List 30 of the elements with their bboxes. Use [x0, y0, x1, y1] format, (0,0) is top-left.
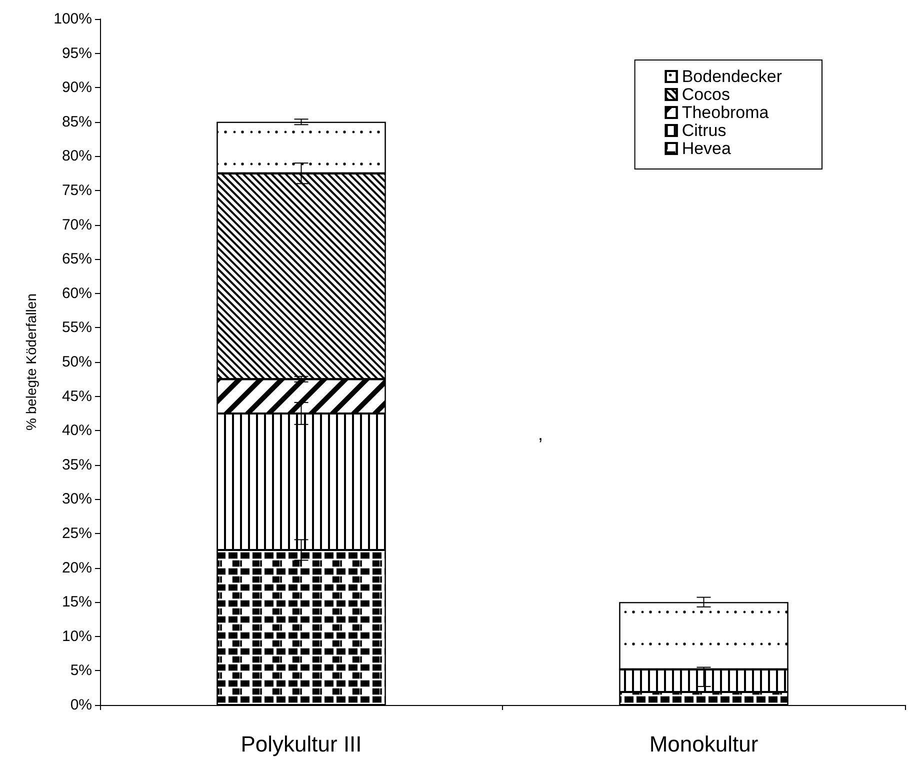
y-tick-label: 45%	[62, 388, 92, 405]
y-tick-label: 30%	[62, 490, 92, 508]
x-tick-label: Monokultur	[649, 732, 758, 756]
y-tick-label: 100%	[54, 10, 92, 28]
y-tick-label: 20%	[62, 559, 92, 576]
y-tick-label: 90%	[62, 79, 92, 96]
y-tick-label: 5%	[70, 662, 92, 680]
annotation: ,	[538, 424, 544, 444]
y-tick-label: 60%	[62, 284, 92, 302]
legend-label: Citrus	[682, 121, 726, 140]
y-tick-label: 10%	[62, 628, 92, 645]
legend-label: Cocos	[682, 85, 730, 104]
legend-label: Theobroma	[682, 103, 770, 122]
y-tick-label: 50%	[62, 354, 92, 370]
y-tick-label: 75%	[62, 182, 92, 199]
y-tick-label: 55%	[62, 319, 92, 336]
y-tick-label: 35%	[62, 456, 92, 474]
y-tick-label: 70%	[62, 216, 92, 234]
y-tick-label: 0%	[70, 696, 92, 714]
y-tick-label: 65%	[62, 250, 92, 268]
y-tick-label: 15%	[62, 594, 92, 611]
legend-label: Hevea	[682, 139, 732, 158]
y-tick-label: 80%	[62, 148, 92, 165]
y-axis-title: % belegte Köderfallen	[23, 294, 39, 430]
y-tick-label: 25%	[62, 525, 92, 542]
y-tick-label: 85%	[62, 113, 92, 130]
y-tick-label: 95%	[62, 44, 92, 62]
legend-label: Bodendecker	[682, 67, 782, 86]
y-tick-label: 40%	[62, 422, 92, 440]
x-tick-label: Polykultur III	[240, 732, 362, 756]
